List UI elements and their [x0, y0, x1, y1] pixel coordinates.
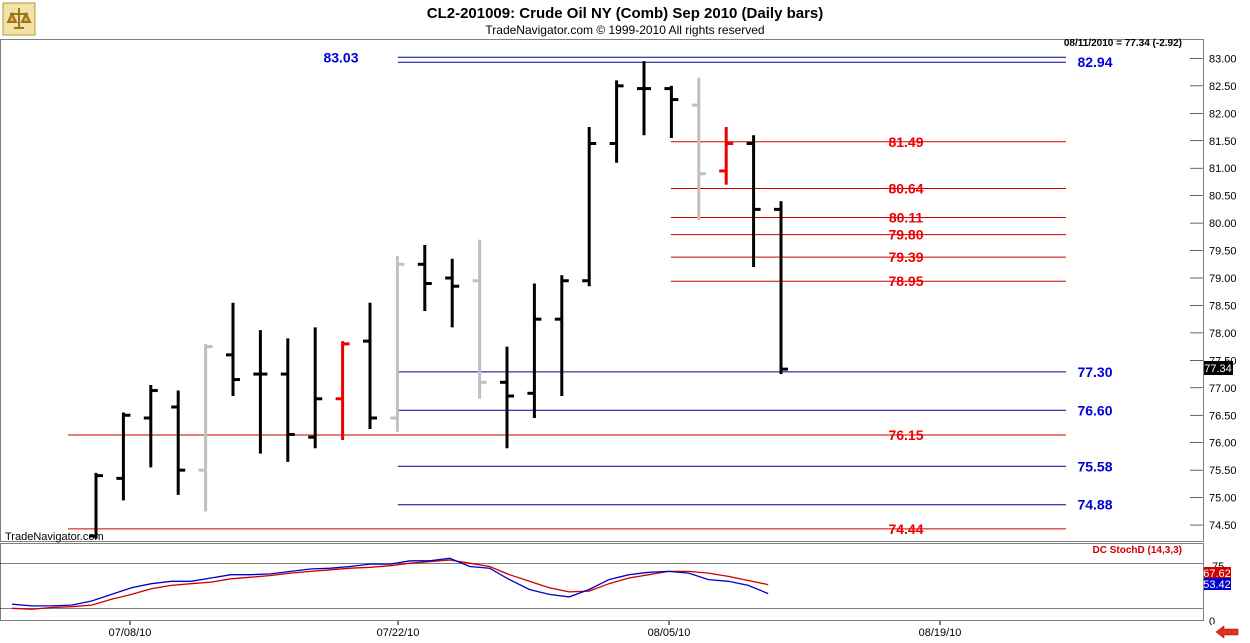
y-tick-label: 76.50: [1209, 410, 1237, 422]
x-tick-label: 07/08/10: [109, 627, 152, 639]
indicator-axis-bottom: 0: [1209, 616, 1215, 628]
chart-subtitle: TradeNavigator.com © 1999-2010 All right…: [485, 23, 764, 37]
ohlc-bar: [198, 343, 213, 512]
blue-level-label: 83.03: [323, 49, 358, 65]
ohlc-bar: [116, 412, 131, 501]
red-level-label: 80.64: [888, 180, 923, 196]
ohlc-bar: [691, 77, 706, 221]
x-tick-label: 07/22/10: [377, 627, 420, 639]
red-level-label: 78.95: [888, 273, 923, 289]
stoch-k-line: [11, 557, 769, 607]
blue-level-label: 76.60: [1077, 402, 1112, 418]
ohlc-bar: [253, 330, 268, 454]
y-tick-label: 82.00: [1209, 108, 1237, 120]
ohlc-bar: [664, 85, 679, 139]
price-axis: 74.5075.0075.5076.0076.5077.0077.5078.00…: [1209, 53, 1237, 532]
y-tick-label: 82.50: [1209, 81, 1237, 93]
price-panel-frame: [0, 39, 1204, 542]
y-tick-label: 81.50: [1209, 136, 1237, 148]
stoch-blue-value: 53.42: [1203, 579, 1231, 591]
date-axis: 07/08/10 07/22/10 08/05/10 08/19/10: [109, 621, 962, 639]
ohlc-bar: [609, 80, 624, 163]
ohlc-bar: [335, 341, 350, 440]
blue-level-label: 82.94: [1077, 54, 1112, 70]
blue-level-label: 75.58: [1077, 458, 1112, 474]
stoch-red-value: 67.62: [1203, 568, 1231, 580]
red-level-label: 81.49: [888, 134, 923, 150]
ohlc-bar: [500, 346, 514, 449]
y-tick-label: 75.00: [1209, 493, 1237, 505]
red-level-label: 79.80: [888, 227, 923, 243]
ohlc-bar: [363, 302, 377, 429]
ohlc-bar: [89, 472, 103, 539]
scroll-left-arrow-icon[interactable]: [1212, 624, 1242, 641]
ohlc-bar: [280, 338, 295, 462]
red-level-label: 80.11: [889, 210, 923, 226]
ohlc-bar: [226, 302, 240, 397]
ohlc-bar: [472, 239, 487, 399]
indicator-name: DC StochD (14,3,3): [1093, 545, 1182, 556]
blue-level-label: 74.88: [1077, 497, 1112, 513]
y-tick-label: 81.00: [1209, 163, 1237, 175]
y-tick-label: 76.00: [1209, 438, 1237, 450]
y-tick-label: 78.00: [1209, 328, 1237, 340]
red-level-label: 76.15: [888, 427, 923, 443]
price-gridlines: [1190, 58, 1203, 526]
y-tick-label: 77.00: [1209, 383, 1237, 395]
y-tick-label: 80.50: [1209, 191, 1237, 203]
watermark: TradeNavigator.com: [5, 531, 104, 543]
y-tick-label: 74.50: [1209, 520, 1237, 532]
logo-icon: [2, 2, 36, 36]
ohlc-bar: [143, 385, 158, 468]
ohlc-bar: [582, 127, 597, 287]
blue-level-label: 77.30: [1077, 364, 1112, 380]
stoch-red-tag-bg: [1204, 567, 1231, 579]
x-tick-label: 08/19/10: [919, 627, 962, 639]
y-tick-label: 75.50: [1209, 465, 1237, 477]
last-quote-readout: 08/11/2010 = 77.34 (-2.92): [1064, 38, 1182, 49]
ohlc-bar: [719, 127, 734, 185]
price-bars: [89, 61, 788, 539]
y-tick-label: 78.50: [1209, 300, 1237, 312]
ohlc-bar: [171, 390, 186, 495]
last-price-tag: 77.34: [1204, 363, 1232, 375]
ohlc-bar: [390, 256, 405, 432]
ohlc-bar: [554, 275, 569, 397]
ohlc-bar: [445, 258, 460, 328]
red-level-label: 74.44: [888, 521, 923, 537]
ohlc-bar: [746, 135, 761, 268]
chart-title: CL2-201009: Crude Oil NY (Comb) Sep 2010…: [427, 5, 824, 22]
stoch-blue-tag-bg: [1204, 578, 1231, 590]
red-level-label: 79.39: [888, 249, 923, 265]
y-tick-label: 79.00: [1209, 273, 1237, 285]
last-price-tag-bg: [1204, 361, 1233, 375]
stochastic-lines: [11, 557, 769, 610]
indicator-panel-frame: [0, 543, 1204, 621]
ohlc-bar: [417, 245, 432, 311]
ohlc-bar: [527, 283, 542, 418]
ohlc-bar: [637, 61, 651, 136]
x-tick-label: 08/05/10: [648, 627, 691, 639]
y-tick-label: 83.00: [1209, 53, 1237, 65]
y-tick-label: 80.00: [1209, 218, 1237, 230]
ohlc-bar: [308, 327, 323, 449]
stoch-d-line: [11, 559, 769, 610]
y-tick-label: 79.50: [1209, 246, 1237, 258]
ohlc-bar: [774, 201, 788, 375]
